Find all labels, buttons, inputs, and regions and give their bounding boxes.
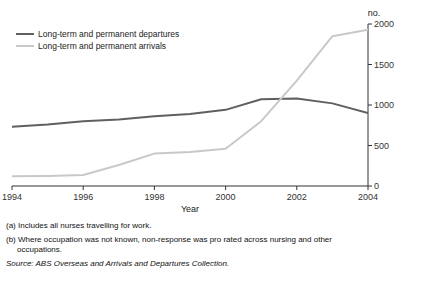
y-tick-label: 1500 [374,60,394,70]
y-tick-label: 500 [374,141,389,151]
chart: 1994 1996 1998 2000 2002 20040 500 1000 1500 2000… [0,0,421,301]
y-tick-label: 1000 [374,100,394,110]
x-tick [83,186,84,190]
x-tick-label: 1996 [73,192,93,202]
x-tick [154,186,155,190]
x-tick [12,186,13,190]
annotation: Source: ABS Overseas and Arrivals and De… [6,259,229,268]
y-tick [368,64,372,65]
series-line [12,30,368,177]
x-tick-label: 2000 [216,192,236,202]
x-tick-label: 1998 [144,192,164,202]
annotation: (a) Includes all nurses travelling for w… [6,221,151,230]
x-tick [225,186,226,190]
x-tick [368,186,369,190]
series-line [12,99,368,127]
y-tick-label: 2000 [374,19,394,29]
x-tick-label: 1994 [2,192,22,202]
x-axis-label: Year [181,204,199,214]
legend: Long-term and permanent departures Long-t… [16,29,179,51]
legend-swatch [16,45,34,47]
legend-label: Long-term and permanent arrivals [38,41,166,51]
plot-area [12,30,368,177]
y-tick [368,24,372,25]
y-tick-label: 0 [374,181,379,191]
annotation: (b) Where occupation was not known, non-… [6,235,332,254]
x-tick [296,186,297,190]
y-tick [368,105,372,106]
x-axis [12,186,368,187]
x-tick-label: 2004 [358,192,378,202]
y-axis-label: no. [368,8,381,18]
legend-label: Long-term and permanent departures [38,29,179,39]
x-tick-label: 2002 [287,192,307,202]
legend-swatch [16,33,34,35]
y-tick [368,186,372,187]
y-tick [368,145,372,146]
